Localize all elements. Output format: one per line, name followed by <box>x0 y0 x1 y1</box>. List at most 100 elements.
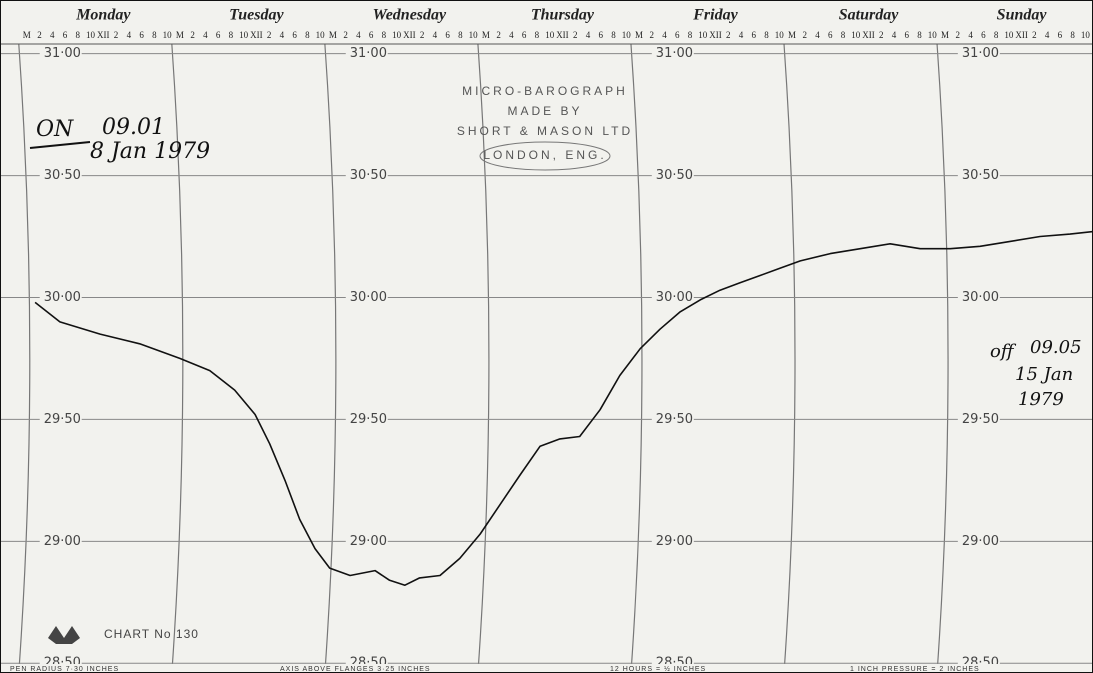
hour-label: XII <box>403 30 416 40</box>
hour-label: 10 <box>239 30 249 40</box>
hour-label: 4 <box>968 30 973 40</box>
hour-label: 10 <box>86 30 96 40</box>
hour-label: 8 <box>841 30 846 40</box>
hour-label: 10 <box>469 30 479 40</box>
hour-label: 2 <box>879 30 884 40</box>
barograph-chart: MICRO-BAROGRAPH MADE BY SHORT & MASON LT… <box>0 0 1093 673</box>
hour-label: 6 <box>751 30 756 40</box>
annotation: 1979 <box>1018 389 1064 410</box>
hour-label: 10 <box>1004 30 1014 40</box>
hour-label: 10 <box>851 30 861 40</box>
hour-label: 6 <box>828 30 833 40</box>
hour-label: 8 <box>229 30 234 40</box>
hour-label: 4 <box>280 30 285 40</box>
hour-label: 4 <box>509 30 514 40</box>
maker-line: MADE BY <box>507 104 582 118</box>
y-tick-label: 30·00 <box>962 290 999 305</box>
hour-label: 6 <box>445 30 450 40</box>
hour-label: 8 <box>764 30 769 40</box>
y-tick-label: 30·00 <box>350 290 387 305</box>
y-tick-label: 31·00 <box>350 46 387 61</box>
y-tick-label: 29·00 <box>350 534 387 549</box>
hour-label: 2 <box>420 30 425 40</box>
hour-label: 4 <box>586 30 591 40</box>
hour-label: 2 <box>190 30 195 40</box>
hour-label: 10 <box>698 30 708 40</box>
hour-label: 10 <box>928 30 938 40</box>
hour-label: 8 <box>994 30 999 40</box>
hour-label: M <box>23 30 31 40</box>
y-tick-label: 29·50 <box>656 412 693 427</box>
hour-label: 2 <box>1032 30 1037 40</box>
hour-label: XII <box>1015 30 1028 40</box>
annotation: off <box>990 341 1017 362</box>
y-tick-label: 29·50 <box>350 412 387 427</box>
y-tick-label: 31·00 <box>656 46 693 61</box>
day-label: Tuesday <box>229 7 284 24</box>
footer-text: AXIS ABOVE FLANGES 3·25 INCHES <box>280 666 431 673</box>
hour-label: 2 <box>649 30 654 40</box>
hour-label: 4 <box>203 30 208 40</box>
maker-line: MICRO-BAROGRAPH <box>462 84 628 98</box>
hour-label: 6 <box>369 30 374 40</box>
footer-text: 1 INCH PRESSURE = 2 INCHES <box>850 666 980 673</box>
hour-label: 8 <box>305 30 310 40</box>
hour-label: XII <box>709 30 722 40</box>
hour-label: 2 <box>803 30 808 40</box>
day-label: Saturday <box>839 7 899 24</box>
y-tick-label: 29·00 <box>656 534 693 549</box>
day-label: Sunday <box>997 7 1048 24</box>
hour-label: 8 <box>917 30 922 40</box>
hour-label: 8 <box>688 30 693 40</box>
hour-label: 4 <box>356 30 361 40</box>
maker-line: SHORT & MASON LTD <box>457 124 633 138</box>
day-label: Thursday <box>531 7 595 24</box>
hour-label: XII <box>556 30 569 40</box>
y-tick-label: 30·50 <box>350 168 387 183</box>
y-tick-label: 29·50 <box>44 412 81 427</box>
hour-label: 8 <box>152 30 157 40</box>
hour-label: 8 <box>382 30 387 40</box>
y-tick-label: 31·00 <box>44 46 81 61</box>
chart-paper <box>0 0 1093 673</box>
hour-label: M <box>329 30 337 40</box>
chart-number: CHART No 130 <box>104 627 199 641</box>
hour-label: 10 <box>316 30 326 40</box>
hour-label: 4 <box>739 30 744 40</box>
hour-label: 8 <box>76 30 81 40</box>
annotation: 8 Jan 1979 <box>90 139 210 164</box>
y-tick-label: 31·00 <box>962 46 999 61</box>
hour-label: 8 <box>535 30 540 40</box>
hour-label: 2 <box>343 30 348 40</box>
hour-label: XII <box>862 30 875 40</box>
y-tick-label: 30·50 <box>962 168 999 183</box>
day-label: Friday <box>692 7 738 24</box>
hour-label: 4 <box>815 30 820 40</box>
y-tick-label: 29·00 <box>44 534 81 549</box>
y-tick-label: 29·00 <box>962 534 999 549</box>
hour-label: 4 <box>433 30 438 40</box>
annotation: 15 Jan <box>1015 364 1073 385</box>
annotation: 09.01 <box>102 115 165 140</box>
hour-label: 6 <box>522 30 527 40</box>
hour-label: 2 <box>956 30 961 40</box>
hour-label: M <box>635 30 643 40</box>
annotation: ON <box>36 117 74 142</box>
hour-label: M <box>176 30 184 40</box>
footer-text: PEN RADIUS 7·30 INCHES <box>10 666 119 673</box>
hour-label: 2 <box>114 30 119 40</box>
hour-label: 2 <box>496 30 501 40</box>
y-tick-label: 30·50 <box>656 168 693 183</box>
hour-label: 6 <box>598 30 603 40</box>
footer-text: 12 HOURS = ½ INCHES <box>610 665 706 673</box>
y-tick-label: 30·00 <box>44 290 81 305</box>
maker-line: LONDON, ENG. <box>483 148 606 162</box>
hour-label: 10 <box>1081 30 1091 40</box>
hour-label: 2 <box>267 30 272 40</box>
hour-label: M <box>482 30 490 40</box>
hour-label: 2 <box>726 30 731 40</box>
hour-label: 10 <box>163 30 173 40</box>
y-tick-label: 30·00 <box>656 290 693 305</box>
hour-label: 4 <box>50 30 55 40</box>
y-tick-label: 29·50 <box>962 412 999 427</box>
